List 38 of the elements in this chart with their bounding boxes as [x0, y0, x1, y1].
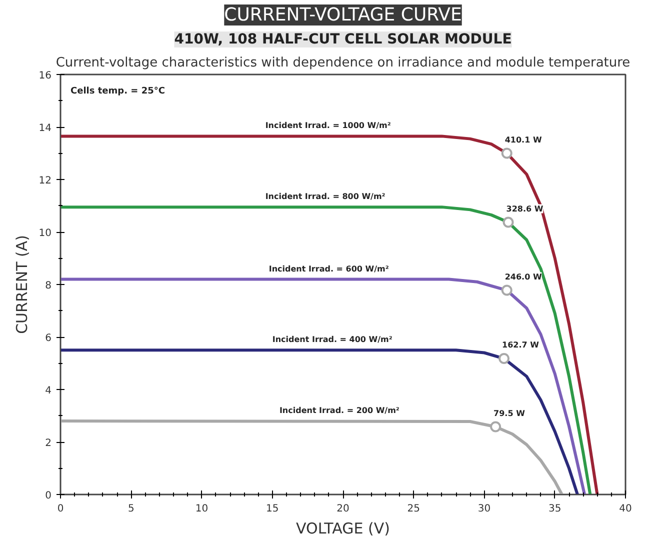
- annotation: 410.1 W: [504, 135, 542, 144]
- y-axis-title: CURRENT (A): [12, 235, 31, 334]
- x-tick-label: 20: [336, 504, 350, 514]
- x-tick-label: 0: [57, 504, 64, 514]
- series-label: Incident Irrad. = 200 W/m²: [279, 406, 400, 415]
- x-tick-label: 30: [478, 504, 491, 514]
- y-tick-label: 8: [45, 280, 52, 292]
- line-series: [60, 348, 579, 494]
- y-tick-label: 14: [38, 123, 52, 134]
- annotation: 79.5 W: [494, 408, 526, 418]
- y-tick-label: 16: [38, 70, 52, 82]
- annotation: 246.0 W: [504, 272, 542, 282]
- annotation: Cells temp. = 25°C: [70, 86, 166, 96]
- x-tick-label: 10: [195, 504, 208, 514]
- line-series: [60, 420, 564, 494]
- y-tick-label: 4: [45, 386, 52, 396]
- annotation: 328.6 W: [506, 204, 544, 214]
- y-tick-label: 6: [45, 333, 52, 344]
- x-tick-label: 35: [548, 504, 562, 514]
- x-tick-label: 15: [266, 504, 279, 514]
- y-tick-label: 10: [38, 228, 52, 239]
- line-series: [60, 134, 599, 494]
- y-tick-label: 0: [45, 490, 52, 502]
- line-series: [60, 206, 592, 494]
- annotation: 162.7 W: [502, 340, 540, 350]
- chart-subtitle: 410W, 108 HALF-CUT CELL SOLAR MODULE: [174, 32, 512, 48]
- chart-title: CURRENT-VOLTAGE CURVE: [224, 4, 462, 26]
- x-axis-title: VOLTAGE (V): [296, 520, 390, 538]
- series-label: Incident Irrad. = 400 W/m²: [272, 335, 393, 344]
- text: Current-voltage characteristics with dependence on irradiance and module temperature: [56, 56, 630, 70]
- series-label: Incident Irrad. = 600 W/m²: [268, 264, 390, 274]
- y-tick-label: 12: [38, 176, 52, 186]
- x-tick-label: 5: [128, 504, 134, 514]
- series-label: Incident Irrad. = 1000 W/m²: [265, 121, 392, 130]
- x-tick-label: 25: [407, 504, 420, 514]
- x-tick-label: 40: [619, 504, 632, 514]
- y-tick-label: 2: [45, 438, 52, 449]
- series-label: Incident Irrad. = 800 W/m²: [265, 192, 386, 202]
